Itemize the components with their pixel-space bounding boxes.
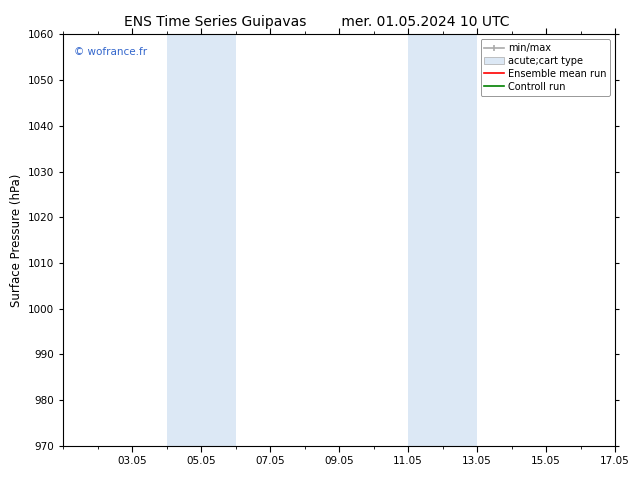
Y-axis label: Surface Pressure (hPa): Surface Pressure (hPa) — [10, 173, 23, 307]
Text: © wofrance.fr: © wofrance.fr — [74, 47, 148, 57]
Legend: min/max, acute;cart type, Ensemble mean run, Controll run: min/max, acute;cart type, Ensemble mean … — [481, 39, 610, 96]
Bar — [408, 34, 477, 446]
Bar — [167, 34, 236, 446]
Text: ENS Time Series Guipavas        mer. 01.05.2024 10 UTC: ENS Time Series Guipavas mer. 01.05.2024… — [124, 15, 510, 29]
